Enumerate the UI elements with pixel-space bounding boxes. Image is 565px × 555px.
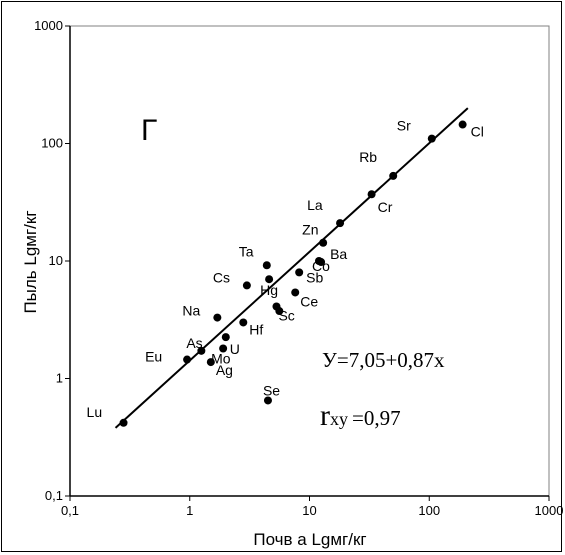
tick-labels: 0,10,1 1 1 10 10 100 100 1000 1000 — [34, 18, 563, 518]
data-point — [213, 313, 222, 322]
point-label: Zn — [302, 222, 318, 238]
point-label: As — [186, 335, 202, 351]
data-point — [319, 238, 328, 247]
x-axis-title: Почв а Lgмг/кг — [253, 530, 366, 549]
point-label: Cl — [471, 124, 484, 140]
data-point — [262, 261, 271, 270]
data-point — [389, 171, 398, 180]
y-tick-label: 0,1 — [45, 488, 63, 503]
data-point — [265, 275, 274, 284]
point-label: Rb — [359, 149, 377, 165]
point-label: Cr — [378, 199, 393, 215]
point-label: Mo — [211, 351, 231, 367]
data-point — [291, 288, 300, 297]
point-label: U — [230, 341, 240, 357]
y-tick-label: 1000 — [34, 18, 63, 33]
point-label: Ce — [300, 293, 318, 309]
point-label: Eu — [145, 349, 162, 365]
correlation-coefficient: rxy =0,97 — [320, 399, 401, 432]
data-points — [119, 120, 467, 427]
trendline-line — [114, 107, 469, 429]
r-symbol: r — [320, 399, 330, 432]
panel-label: Г — [141, 114, 157, 147]
data-point — [197, 346, 206, 355]
x-tick-label: 0,1 — [61, 503, 79, 518]
data-point — [336, 219, 345, 228]
point-label: Co — [312, 258, 330, 274]
point-label: Cs — [213, 269, 230, 285]
x-tick-label: 10 — [302, 503, 316, 518]
point-label: Ag — [216, 362, 233, 378]
data-point — [119, 418, 128, 427]
x-tick-label: 100 — [418, 503, 440, 518]
point-label: Ta — [239, 243, 254, 259]
r-value: =0,97 — [352, 406, 401, 430]
point-label: Sb — [306, 269, 323, 285]
data-point — [219, 344, 228, 353]
y-tick-label: 100 — [41, 136, 63, 151]
point-label: Na — [182, 303, 200, 319]
plot-area — [69, 25, 550, 497]
regression-equation: У=7,05+0,87x — [322, 348, 445, 372]
point-label: Lu — [87, 404, 103, 420]
point-label: Sr — [397, 118, 411, 134]
point-label: Ba — [330, 246, 347, 262]
data-point — [242, 281, 251, 290]
r-subscript: xy — [330, 409, 348, 429]
point-label: Sc — [278, 307, 294, 323]
data-point — [458, 120, 467, 129]
data-point — [275, 307, 284, 316]
data-point — [183, 355, 192, 364]
point-label: Hf — [249, 321, 263, 337]
x-tick-label: 1000 — [535, 503, 564, 518]
x-tick-label: 1 — [186, 503, 193, 518]
y-axis-title: Пыль Lgмг/кг — [21, 210, 40, 313]
data-point — [263, 396, 272, 405]
data-point — [367, 190, 376, 199]
y-tick-label: 10 — [49, 253, 63, 268]
y-tick-label: 1 — [56, 371, 63, 386]
data-point — [295, 268, 304, 277]
point-label: Se — [263, 382, 280, 398]
data-point — [239, 318, 248, 327]
data-point — [427, 134, 436, 143]
axes — [65, 25, 550, 501]
trendline — [114, 107, 469, 429]
data-point — [206, 358, 215, 367]
data-point — [317, 258, 326, 267]
data-point — [221, 333, 230, 342]
point-label: La — [307, 197, 323, 213]
point-label: Hg — [260, 282, 278, 298]
